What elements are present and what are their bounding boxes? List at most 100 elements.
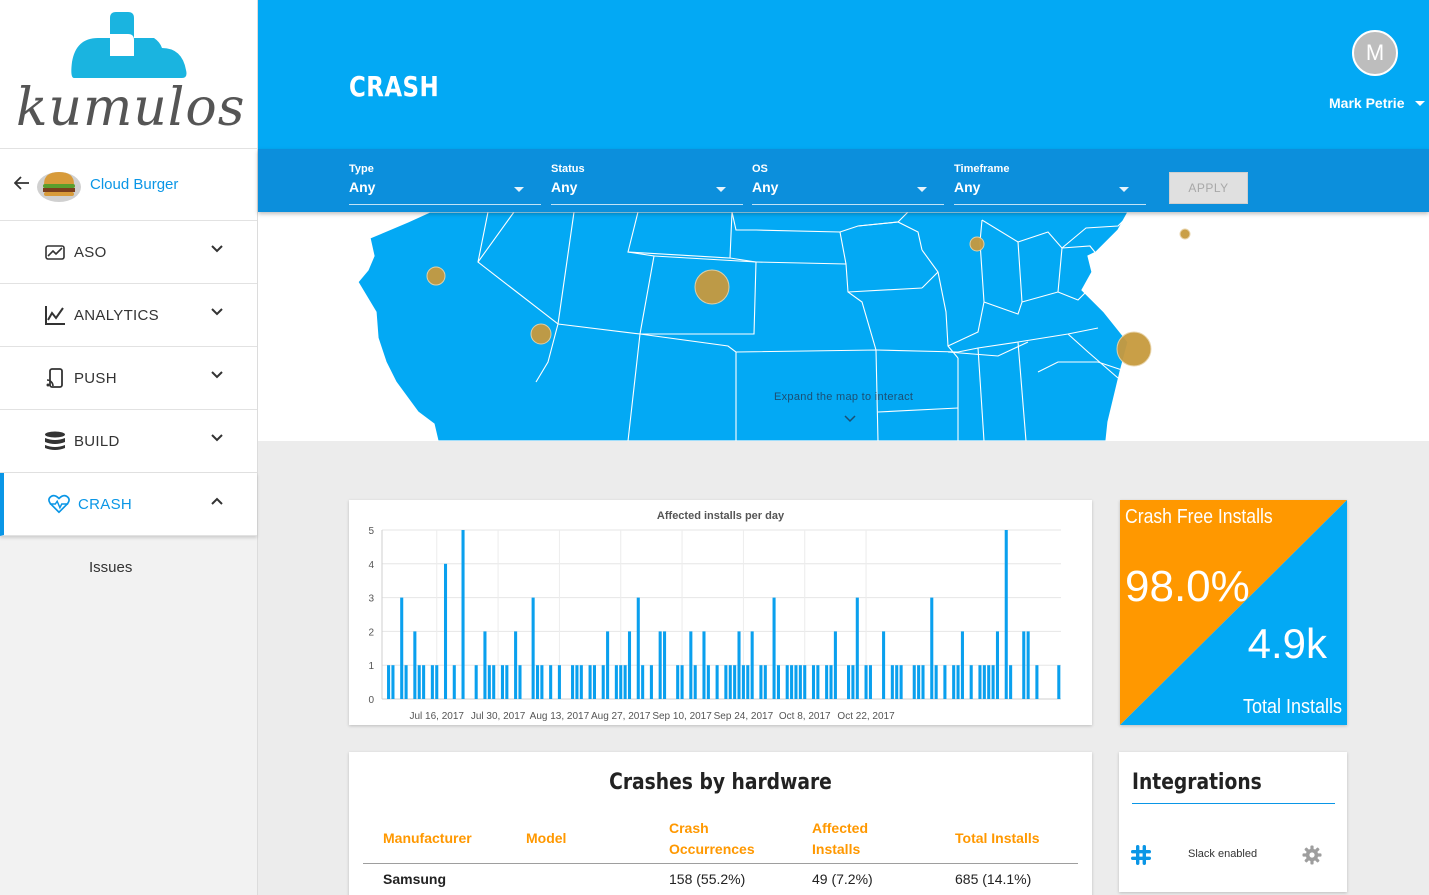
caret-down-icon[interactable] bbox=[917, 187, 927, 192]
bar bbox=[1035, 665, 1039, 699]
bar bbox=[443, 563, 448, 699]
bar bbox=[833, 631, 837, 699]
bar bbox=[763, 665, 767, 699]
bar bbox=[960, 631, 964, 699]
bar bbox=[400, 597, 404, 699]
bar bbox=[785, 665, 789, 699]
chevron-down-icon[interactable] bbox=[211, 371, 223, 379]
push-device-icon bbox=[44, 367, 66, 389]
bar bbox=[825, 665, 829, 699]
bar bbox=[724, 665, 728, 699]
bar bbox=[943, 665, 947, 699]
header-text: Manufacturer bbox=[383, 830, 472, 846]
bar bbox=[750, 631, 754, 699]
bar bbox=[982, 665, 986, 699]
column-header-crash-occurrences[interactable]: Crash Occurrences bbox=[669, 818, 755, 860]
column-header-total-installs[interactable]: Total Installs bbox=[955, 828, 1040, 849]
integrations-card: Integrations Slack enabled bbox=[1119, 752, 1347, 892]
sidebar-item-analytics[interactable]: ANALYTICS bbox=[0, 284, 257, 347]
bar bbox=[571, 665, 575, 699]
sidebar-subitem-issues[interactable]: Issues bbox=[89, 558, 133, 576]
filter-value[interactable]: Any bbox=[752, 179, 779, 195]
bar bbox=[1004, 530, 1008, 699]
chart-title: Affected installs per day bbox=[656, 510, 785, 522]
crash-map[interactable]: Expand the map to interact bbox=[258, 212, 1429, 441]
user-menu[interactable]: Mark Petrie bbox=[1329, 95, 1405, 111]
avatar[interactable]: M bbox=[1352, 30, 1398, 76]
page-header: CRASH M Mark Petrie bbox=[258, 0, 1429, 149]
x-tick-label: Oct 22, 2017 bbox=[837, 711, 895, 722]
caret-down-icon[interactable] bbox=[716, 187, 726, 192]
bar bbox=[969, 665, 973, 699]
bar bbox=[391, 665, 395, 699]
filter-type[interactable]: Type Any bbox=[349, 163, 541, 205]
bar bbox=[912, 665, 916, 699]
crash-free-title: Crash Free Installs bbox=[1125, 506, 1273, 528]
column-header-manufacturer[interactable]: Manufacturer bbox=[383, 828, 472, 849]
filter-value[interactable]: Any bbox=[551, 179, 578, 195]
brand-logo[interactable]: kumulos bbox=[0, 0, 257, 149]
caret-down-icon[interactable] bbox=[1415, 101, 1425, 106]
x-tick-label: Aug 27, 2017 bbox=[591, 711, 651, 722]
sidebar-item-build[interactable]: BUILD bbox=[0, 410, 257, 473]
caret-down-icon[interactable] bbox=[1119, 187, 1129, 192]
chevron-down-icon[interactable] bbox=[211, 308, 223, 316]
integration-label: Slack enabled bbox=[1188, 848, 1258, 860]
bar bbox=[956, 665, 960, 699]
chevron-down-icon[interactable] bbox=[211, 245, 223, 253]
card-title: Integrations bbox=[1132, 770, 1262, 795]
bar bbox=[702, 631, 706, 699]
x-tick-label: Sep 24, 2017 bbox=[714, 711, 774, 722]
heartbeat-icon bbox=[48, 493, 70, 515]
cell-affected-installs: 49 (7.2%) bbox=[812, 871, 873, 887]
bar bbox=[641, 665, 645, 699]
brand-wordmark: kumulos bbox=[16, 78, 246, 138]
filter-timeframe[interactable]: Timeframe Any bbox=[954, 163, 1146, 205]
sidebar-item-push[interactable]: PUSH bbox=[0, 347, 257, 410]
caret-down-icon[interactable] bbox=[514, 187, 524, 192]
chevron-up-icon[interactable] bbox=[211, 497, 223, 505]
filter-value[interactable]: Any bbox=[954, 179, 981, 195]
bar bbox=[991, 665, 995, 699]
bar bbox=[474, 665, 478, 699]
bar bbox=[680, 665, 684, 699]
bar bbox=[676, 665, 680, 699]
chevron-down-icon[interactable] bbox=[844, 415, 856, 423]
bar bbox=[1057, 665, 1061, 699]
bar bbox=[1009, 665, 1013, 699]
cloud-logo-icon bbox=[71, 12, 187, 78]
bar bbox=[868, 665, 872, 699]
bar bbox=[606, 631, 610, 699]
x-tick-label: Jul 16, 2017 bbox=[410, 711, 465, 722]
bar bbox=[575, 665, 579, 699]
chart-canvas: 0 1 2 3 4 5 Jul 16, 2017 Jul 30, 2017 Aug 13, 20… bbox=[368, 526, 1061, 722]
cell-occurrences: 158 (55.2%) bbox=[669, 871, 746, 887]
crash-free-percent: 98.0% bbox=[1125, 562, 1250, 611]
app-selector[interactable]: Cloud Burger bbox=[0, 149, 257, 221]
bar bbox=[514, 631, 518, 699]
chevron-down-icon[interactable] bbox=[211, 434, 223, 442]
app-name[interactable]: Cloud Burger bbox=[90, 176, 179, 193]
sidebar-item-crash[interactable]: CRASH bbox=[0, 473, 257, 536]
x-tick-label: Aug 13, 2017 bbox=[530, 711, 590, 722]
filter-os[interactable]: OS Any bbox=[752, 163, 944, 205]
cell-total-installs: 685 (14.1%) bbox=[955, 871, 1032, 887]
bar bbox=[658, 631, 662, 699]
bar bbox=[759, 665, 763, 699]
bar bbox=[776, 665, 780, 699]
sidebar-item-aso[interactable]: ASO bbox=[0, 221, 257, 284]
gear-icon[interactable] bbox=[1302, 845, 1322, 865]
bar bbox=[1026, 631, 1030, 699]
y-tick-label: 5 bbox=[368, 526, 374, 537]
bar bbox=[614, 665, 618, 699]
arrow-left-icon[interactable] bbox=[13, 173, 36, 196]
filter-value[interactable]: Any bbox=[349, 179, 376, 195]
column-header-model[interactable]: Model bbox=[526, 828, 566, 849]
bar bbox=[413, 631, 417, 699]
us-map[interactable] bbox=[258, 212, 1429, 441]
filter-status[interactable]: Status Any bbox=[551, 163, 743, 205]
bar bbox=[741, 665, 745, 699]
header-text: Model bbox=[526, 830, 567, 846]
apply-button[interactable]: APPLY bbox=[1169, 172, 1248, 204]
column-header-affected-installs[interactable]: Affected Installs bbox=[812, 818, 868, 860]
